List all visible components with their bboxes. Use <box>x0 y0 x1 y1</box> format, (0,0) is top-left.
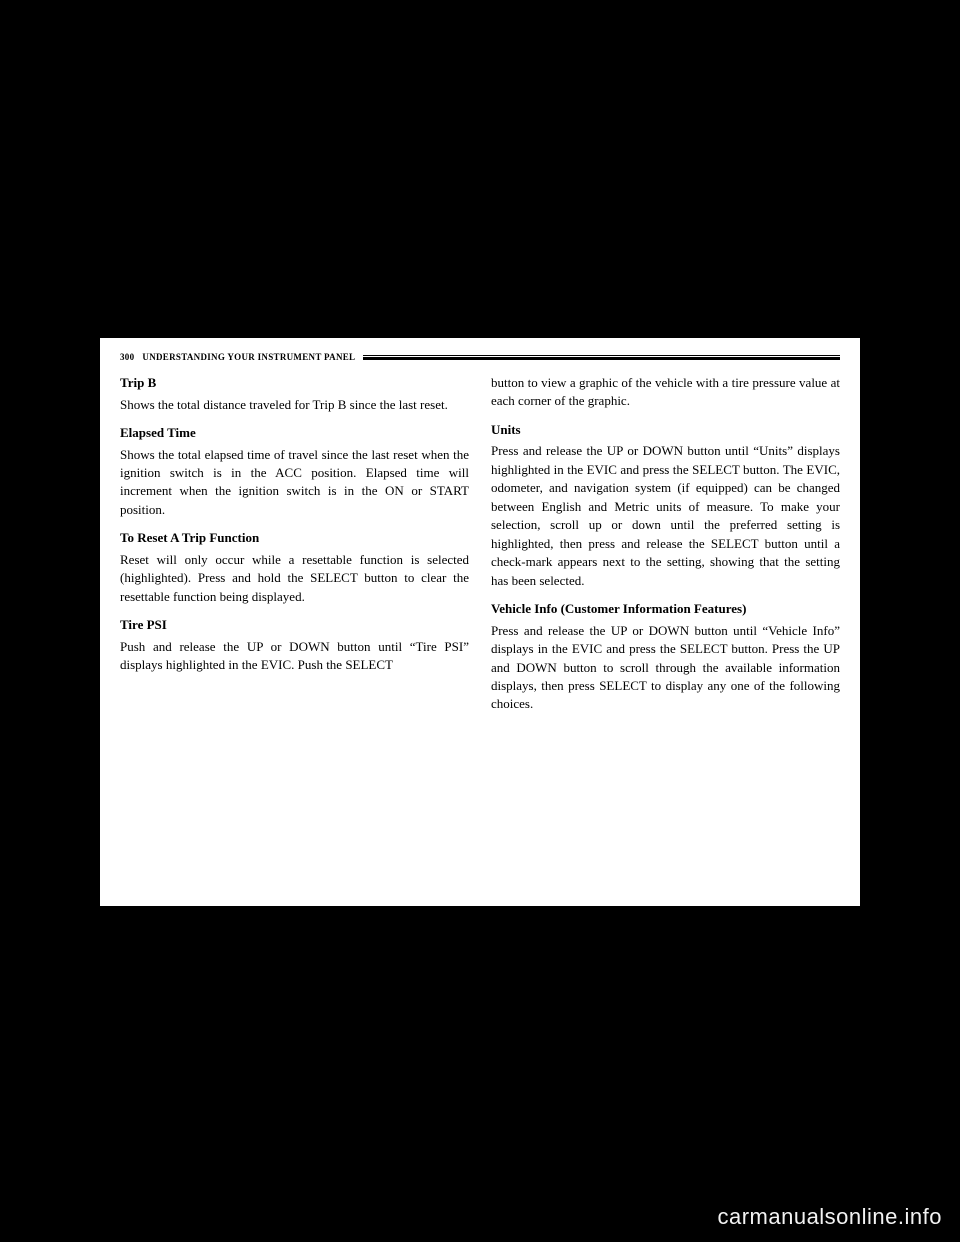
body-text: button to view a graphic of the vehicle … <box>491 374 840 411</box>
heading-tire-psi: Tire PSI <box>120 616 469 634</box>
header-rule <box>363 355 840 360</box>
body-text: Shows the total elapsed time of travel s… <box>120 446 469 520</box>
body-text: Press and release the UP or DOWN button … <box>491 622 840 714</box>
page-header: 300 UNDERSTANDING YOUR INSTRUMENT PANEL <box>120 352 840 362</box>
heading-trip-b: Trip B <box>120 374 469 392</box>
section-title: UNDERSTANDING YOUR INSTRUMENT PANEL <box>142 352 355 362</box>
heading-reset-trip: To Reset A Trip Function <box>120 529 469 547</box>
body-text: Shows the total distance traveled for Tr… <box>120 396 469 414</box>
heading-units: Units <box>491 421 840 439</box>
content-columns: Trip B Shows the total distance traveled… <box>120 372 840 718</box>
heading-elapsed-time: Elapsed Time <box>120 424 469 442</box>
right-column: button to view a graphic of the vehicle … <box>491 372 840 718</box>
body-text: Push and release the UP or DOWN button u… <box>120 638 469 675</box>
heading-vehicle-info: Vehicle Info (Customer Information Featu… <box>491 600 840 618</box>
page-number: 300 <box>120 352 134 362</box>
body-text: Reset will only occur while a resettable… <box>120 551 469 606</box>
manual-page: 300 UNDERSTANDING YOUR INSTRUMENT PANEL … <box>100 338 860 906</box>
left-column: Trip B Shows the total distance traveled… <box>120 372 469 718</box>
watermark: carmanualsonline.info <box>717 1204 942 1230</box>
body-text: Press and release the UP or DOWN button … <box>491 442 840 590</box>
